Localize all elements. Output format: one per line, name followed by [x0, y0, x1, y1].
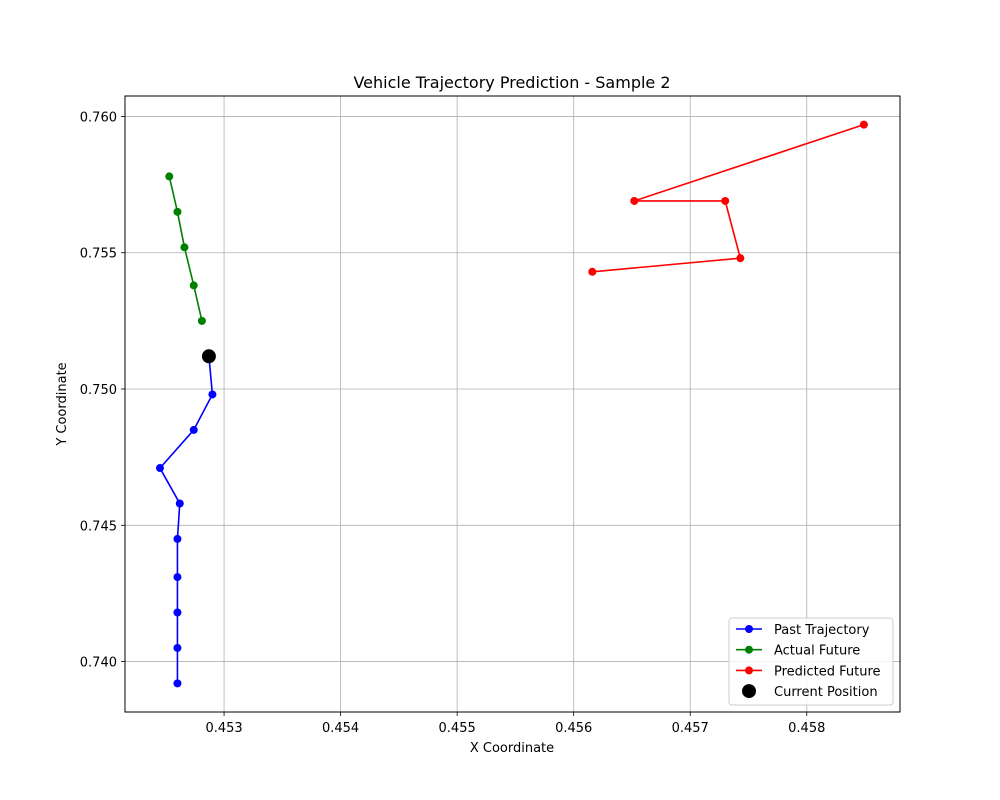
past-trajectory-point — [173, 534, 182, 543]
past-trajectory-point — [173, 679, 182, 688]
x-tick-label: 0.457 — [672, 721, 709, 736]
past-trajectory-point — [173, 643, 182, 652]
x-tick-label: 0.458 — [788, 721, 825, 736]
legend-marker-current-position — [742, 684, 756, 699]
legend-entry-actual-future: Actual Future — [736, 644, 860, 659]
past-trajectory-point — [175, 499, 184, 508]
y-tick-label: 0.760 — [80, 110, 117, 125]
chart-title: Vehicle Trajectory Prediction - Sample 2 — [353, 73, 670, 92]
y-tick-label: 0.740 — [80, 656, 117, 671]
y-tick-label: 0.745 — [80, 519, 117, 534]
legend-marker-predicted-future — [745, 666, 753, 675]
current-position-series — [201, 349, 216, 364]
legend-entry-predicted-future: Predicted Future — [736, 664, 881, 679]
legend-entry-current-position: Current Position — [742, 684, 878, 700]
legend-label-current-position: Current Position — [774, 685, 878, 700]
plot-frame — [124, 95, 901, 713]
legend-box — [728, 617, 894, 706]
legend-marker-past-trajectory — [745, 625, 753, 633]
actual-future-point — [165, 172, 174, 181]
current-position-point — [201, 349, 216, 364]
y-tick-label: 0.750 — [80, 383, 117, 398]
legend-entry-past-trajectory: Past Trajectory — [736, 623, 870, 638]
y-tick-label: 0.755 — [80, 247, 117, 262]
past-trajectory-point — [173, 573, 182, 582]
legend-label-past-trajectory: Past Trajectory — [774, 623, 870, 638]
x-tick-label: 0.453 — [205, 721, 242, 736]
predicted-future-point — [630, 196, 639, 205]
legend-label-actual-future: Actual Future — [774, 644, 860, 659]
actual-future-point — [180, 243, 189, 252]
predicted-future-point — [588, 267, 597, 276]
past-trajectory-point — [208, 390, 217, 399]
actual-future-series — [165, 172, 206, 325]
actual-future-point — [197, 316, 206, 325]
predicted-future-point — [859, 120, 868, 129]
past-trajectory-point — [173, 608, 182, 617]
predicted-future-series — [588, 120, 868, 276]
x-tick-label: 0.456 — [555, 721, 592, 736]
past-trajectory-point — [155, 464, 164, 473]
x-tick-label: 0.454 — [322, 721, 359, 736]
axis-ticks: 0.453 0.454 0.455 0.456 0.457 0.458 0.740 0.745… — [80, 110, 826, 736]
predicted-future-point — [721, 196, 730, 205]
actual-future-point — [189, 281, 198, 290]
grid-lines — [125, 96, 900, 712]
legend-marker-actual-future — [745, 645, 753, 654]
actual-future-point — [173, 207, 182, 216]
x-axis-label: X Coordinate — [470, 741, 554, 756]
legend-label-predicted-future: Predicted Future — [774, 664, 881, 679]
y-axis-label: Y Coordinate — [55, 362, 70, 446]
series-layer — [155, 120, 868, 688]
past-trajectory-line — [158, 356, 214, 684]
predicted-future-point — [736, 254, 745, 263]
x-tick-label: 0.455 — [439, 721, 476, 736]
past-trajectory-point — [189, 425, 198, 434]
legend: Past Trajectory Actual Future Predicted Fu… — [728, 617, 894, 706]
